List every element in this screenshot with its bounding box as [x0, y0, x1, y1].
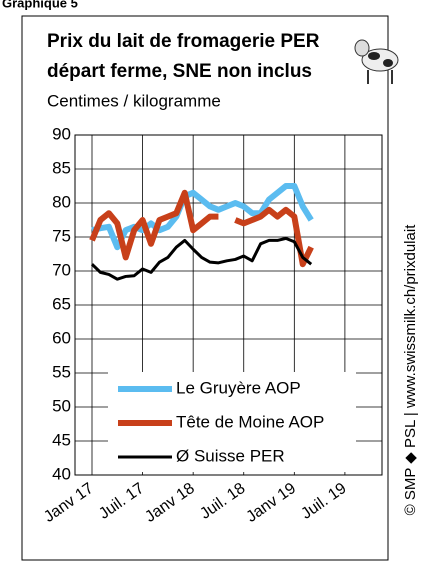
- y-tick-label: 40: [52, 464, 71, 483]
- y-tick-label: 45: [52, 430, 71, 449]
- chart-title: Prix du lait de fromagerie PER: [47, 31, 320, 52]
- y-tick-label: 60: [52, 328, 71, 347]
- x-tick-label: Juil. 18: [197, 480, 248, 523]
- y-tick-label: 90: [52, 124, 71, 143]
- chart-title: départ ferme, SNE non inclus: [47, 61, 312, 82]
- y-tick-label: 75: [52, 226, 71, 245]
- legend-label: Ø Suisse PER: [176, 446, 285, 465]
- series-line: [91, 183, 314, 251]
- x-tick-label: Janv 17: [41, 480, 97, 526]
- y-tick-label: 85: [52, 158, 71, 177]
- x-tick-label: Janv 18: [142, 480, 198, 526]
- legend-label: Le Gruyère AOP: [176, 378, 301, 397]
- y-tick-label: 55: [52, 362, 71, 381]
- series-line: [89, 189, 314, 268]
- chart-subtitle: Centimes / kilogramme: [47, 91, 221, 110]
- x-tick-label: Janv 19: [243, 480, 299, 526]
- y-tick-label: 65: [52, 294, 71, 313]
- figure-label: Graphique 5: [2, 0, 78, 10]
- y-tick-label: 50: [52, 396, 71, 415]
- series-line: [90, 236, 313, 281]
- y-tick-label: 80: [52, 192, 71, 211]
- x-tick-label: Juil. 19: [298, 480, 349, 523]
- cow-icon: [354, 39, 399, 84]
- credit: © SMP ◆ PSL | www.swissmilk.ch/prixdulai…: [402, 224, 419, 516]
- x-tick-label: Juil. 17: [96, 480, 147, 523]
- frame: [21, 15, 389, 561]
- legend-label: Tête de Moine AOP: [176, 412, 324, 431]
- y-tick-label: 70: [52, 260, 71, 279]
